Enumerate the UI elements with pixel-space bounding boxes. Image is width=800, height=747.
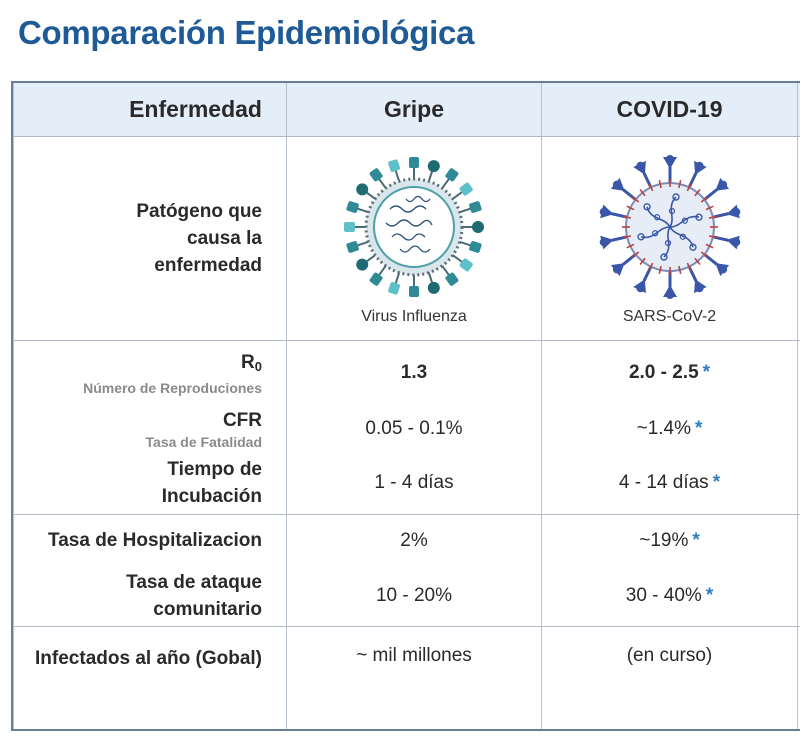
r0-gripe: 1.3 [286,340,542,405]
pathogen-cell-covid: SARS-CoV-2 [541,136,798,341]
row-label-incubacion: Tiempo de Incubación [13,452,287,515]
row-label-pathogen: Patógeno que causa la enfermedad [13,136,287,341]
comparison-table: Enfermedad Gripe COVID-19 Patógeno que c… [11,81,800,731]
r0-covid: 2.0 - 2.5 * [541,340,798,405]
header-enfermedad: Enfermedad [13,83,287,137]
sars-cov-2-virus-icon [599,154,740,299]
cfr-covid: ~1.4% * [541,404,798,453]
incubacion-gripe: 1 - 4 días [286,452,542,515]
ataque-covid: 30 - 40% * [541,566,798,627]
row-label-hospitalizacion: Tasa de Hospitalizacion [13,514,287,567]
header-gripe: Gripe [286,83,542,137]
pathogen-cell-gripe: Virus Influenza [286,136,542,341]
asterisk-marker: * [702,361,711,383]
table-row: Tiempo de Incubación 1 - 4 días 4 - 14 d… [13,452,800,515]
table-row: Infectados al año (Gobal) ~ mil millones… [13,626,800,729]
infectados-covid: (en curso) [541,626,798,729]
asterisk-marker: * [692,529,700,551]
row-label-infectados: Infectados al año (Gobal) [13,626,287,729]
asterisk-marker: * [695,417,703,439]
hospitalizacion-gripe: 2% [286,514,542,567]
hospitalizacion-covid: ~19% * [541,514,798,567]
caption-gripe: Virus Influenza [361,307,467,325]
table-row: Tasa de ataque comunitario 10 - 20% 30 -… [13,566,800,627]
row-label-cfr: CFR Tasa de Fatalidad [13,404,287,453]
influenza-virus-icon [344,156,484,297]
row-label-r0: R0 Número de Reproduciones [13,340,287,405]
table-row: CFR Tasa de Fatalidad 0.05 - 0.1% ~1.4% * [13,404,800,453]
row-label-ataque: Tasa de ataque comunitario [13,566,287,627]
table-header-row: Enfermedad Gripe COVID-19 [13,83,800,137]
asterisk-marker: * [705,585,714,607]
header-covid: COVID-19 [541,83,798,137]
table-row: R0 Número de Reproduciones 1.3 2.0 - 2.5… [13,340,800,405]
caption-covid: SARS-CoV-2 [622,307,717,325]
page-title: Comparación Epidemiológica [18,14,475,51]
asterisk-marker: * [712,472,721,494]
table-row: Tasa de Hospitalizacion 2% ~19% * [13,514,800,567]
table-row: Patógeno que causa la enfermedad Virus I… [13,136,800,341]
ataque-gripe: 10 - 20% [286,566,542,627]
cfr-gripe: 0.05 - 0.1% [286,404,542,453]
infectados-gripe: ~ mil millones [286,626,542,729]
incubacion-covid: 4 - 14 días * [541,452,798,515]
